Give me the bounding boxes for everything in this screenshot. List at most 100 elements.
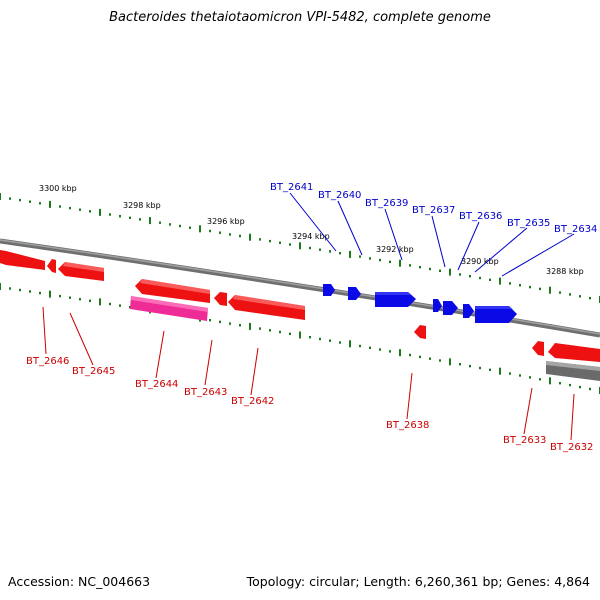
outer-minor-tick xyxy=(239,234,241,238)
inner-minor-tick xyxy=(379,348,381,351)
gene-label-bt2644[interactable]: BT_2644 xyxy=(135,379,178,390)
gene-arrow-bt2638[interactable] xyxy=(414,325,426,339)
inner-minor-tick xyxy=(289,332,291,335)
kbp-label-3292: 3292 kbp xyxy=(376,245,414,254)
outer-major-tick xyxy=(149,217,151,225)
gene-arrow-bt2640[interactable] xyxy=(348,287,361,300)
inner-minor-tick xyxy=(519,374,521,377)
outer-major-tick xyxy=(0,193,1,200)
leader-bt2632 xyxy=(570,393,575,441)
outer-minor-tick xyxy=(459,273,461,276)
outer-major-tick xyxy=(49,200,51,208)
outer-minor-tick xyxy=(279,241,281,244)
leader-bt2636 xyxy=(457,221,480,271)
outer-minor-tick xyxy=(539,287,541,291)
genome-backbone-highlight xyxy=(0,239,600,335)
outer-minor-tick xyxy=(579,295,581,298)
outer-minor-tick xyxy=(119,215,121,218)
gene-highlight-bar-shade xyxy=(131,296,208,312)
gene-arrow-bt2633[interactable] xyxy=(532,341,544,356)
inner-minor-tick xyxy=(389,350,391,353)
gene-label-bt2633[interactable]: BT_2633 xyxy=(503,435,546,446)
inner-major-tick xyxy=(49,290,51,298)
outer-major-tick xyxy=(399,259,401,267)
inner-minor-tick xyxy=(59,294,61,298)
outer-minor-tick xyxy=(489,278,491,281)
gene-arrow-bt2634-shade xyxy=(475,306,513,309)
gene-arrow-bt2634[interactable] xyxy=(475,306,517,323)
inner-minor-tick xyxy=(559,382,561,385)
outer-minor-tick xyxy=(69,206,71,210)
gene-arrow-bt2642[interactable] xyxy=(228,295,305,320)
outer-minor-tick xyxy=(169,223,171,226)
kbp-label-3298: 3298 kbp xyxy=(123,201,161,210)
gene-label-bt2634[interactable]: BT_2634 xyxy=(554,224,597,235)
inner-minor-tick xyxy=(539,378,541,381)
inner-major-tick xyxy=(449,358,451,366)
outer-minor-tick xyxy=(189,226,191,229)
leader-bt2642 xyxy=(250,347,259,396)
gene-arrow-bt2642-shade xyxy=(233,295,305,310)
leader-bt2633 xyxy=(523,387,533,435)
kbp-label-3290: 3290 kbp xyxy=(461,257,499,266)
leader-bt2644 xyxy=(155,330,165,379)
inner-major-tick xyxy=(499,367,501,375)
gene-label-bt2643[interactable]: BT_2643 xyxy=(184,387,227,398)
gene-arrow-bt2639-shade xyxy=(375,292,412,295)
gene-label-bt2640[interactable]: BT_2640 xyxy=(318,190,361,201)
gene-arrow-bt2646[interactable] xyxy=(0,250,45,270)
gene-label-bt2638[interactable]: BT_2638 xyxy=(386,420,429,431)
inner-minor-tick xyxy=(569,383,571,387)
gene-label-bt2642[interactable]: BT_2642 xyxy=(231,396,274,407)
outer-minor-tick xyxy=(129,216,131,219)
inner-minor-tick xyxy=(429,357,431,360)
gene-arrow-bt2645-small[interactable] xyxy=(47,259,56,273)
outer-minor-tick xyxy=(59,205,61,208)
inner-minor-tick xyxy=(269,329,271,332)
outer-minor-tick xyxy=(219,231,221,234)
gene-label-bt2641[interactable]: BT_2641 xyxy=(270,182,313,193)
outer-minor-tick xyxy=(29,200,31,203)
gene-arrow-bt2641[interactable] xyxy=(323,284,335,296)
inner-major-tick xyxy=(0,283,1,290)
inner-minor-tick xyxy=(29,290,31,293)
outer-minor-tick xyxy=(259,238,261,241)
leader-bt2638 xyxy=(406,372,413,420)
gene-label-bt2646[interactable]: BT_2646 xyxy=(26,356,69,367)
gene-label-bt2637[interactable]: BT_2637 xyxy=(412,205,455,216)
leader-bt2643 xyxy=(204,339,213,386)
outer-minor-tick xyxy=(139,218,141,221)
inner-minor-tick xyxy=(79,298,81,301)
inner-minor-tick xyxy=(419,355,421,359)
inner-minor-tick xyxy=(259,327,261,330)
outer-major-tick xyxy=(299,242,301,250)
gene-arrow-bt2632[interactable] xyxy=(548,343,600,362)
outer-major-tick xyxy=(199,225,201,233)
leader-bt2634 xyxy=(501,233,575,277)
outer-minor-tick xyxy=(559,291,561,294)
outer-minor-tick xyxy=(39,202,41,205)
leader-bt2640 xyxy=(337,200,363,256)
outer-minor-tick xyxy=(159,221,161,224)
leader-bt2645 xyxy=(69,312,94,366)
gene-label-bt2639[interactable]: BT_2639 xyxy=(365,198,408,209)
kbp-label-3296: 3296 kbp xyxy=(207,217,245,226)
outer-minor-tick xyxy=(509,282,511,285)
outer-minor-tick xyxy=(519,284,521,287)
gene-label-bt2632[interactable]: BT_2632 xyxy=(550,442,593,453)
outer-minor-tick xyxy=(329,250,331,253)
gene-arrow-bt2636[interactable] xyxy=(443,301,458,315)
inner-minor-tick xyxy=(409,353,411,357)
accession-text: Accession: NC_004663 xyxy=(8,574,151,589)
gene-arrow-bt2635[interactable] xyxy=(463,304,474,318)
gene-arrow-bt2643[interactable] xyxy=(214,292,227,306)
inner-minor-tick xyxy=(9,287,11,290)
gene-arrow-bt2639[interactable] xyxy=(375,292,416,307)
gene-label-bt2636[interactable]: BT_2636 xyxy=(459,211,502,222)
kbp-label-3300: 3300 kbp xyxy=(39,184,77,193)
grey-feature-bar-shade xyxy=(546,361,600,371)
outer-minor-tick xyxy=(289,243,291,246)
gene-label-bt2635[interactable]: BT_2635 xyxy=(507,218,550,229)
gene-arrow-bt2637[interactable] xyxy=(433,299,442,312)
gene-label-bt2645[interactable]: BT_2645 xyxy=(72,366,115,377)
